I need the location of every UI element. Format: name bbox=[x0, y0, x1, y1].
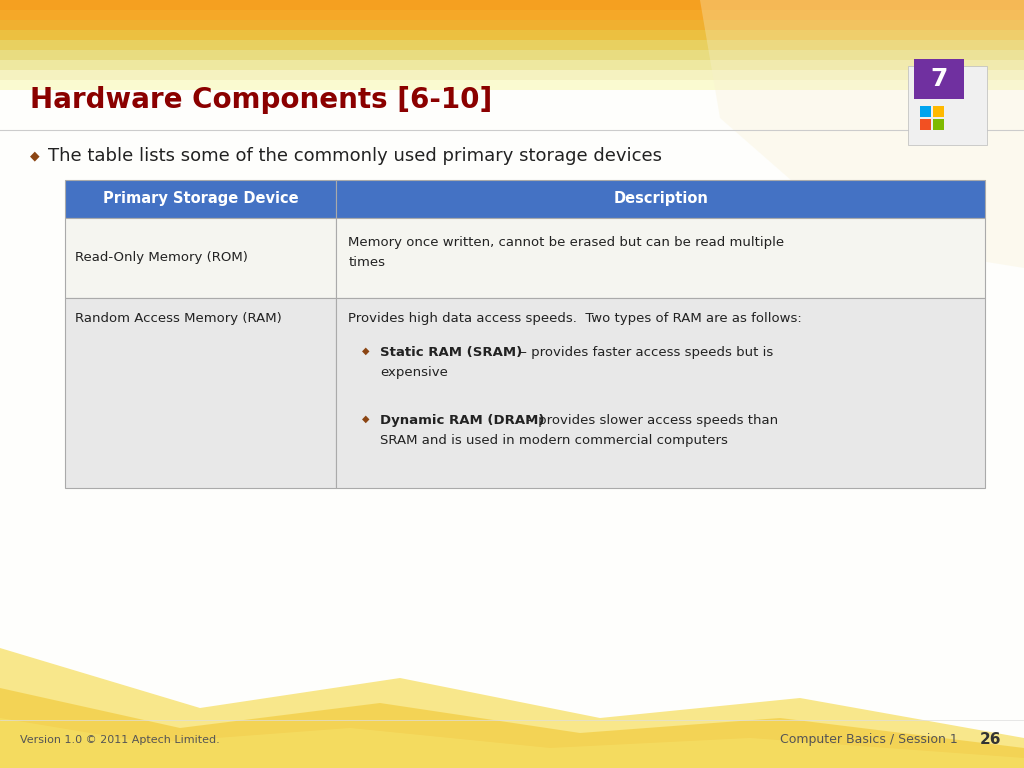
FancyBboxPatch shape bbox=[0, 0, 1024, 10]
Text: Memory once written, cannot be erased but can be read multiple: Memory once written, cannot be erased bu… bbox=[348, 236, 784, 249]
FancyBboxPatch shape bbox=[0, 80, 1024, 90]
Polygon shape bbox=[700, 0, 1024, 268]
FancyBboxPatch shape bbox=[337, 180, 985, 218]
Text: The table lists some of the commonly used primary storage devices: The table lists some of the commonly use… bbox=[48, 147, 662, 165]
Text: Description: Description bbox=[613, 191, 709, 207]
Text: – provides slower access speeds than: – provides slower access speeds than bbox=[523, 414, 778, 427]
FancyBboxPatch shape bbox=[0, 90, 1024, 100]
Text: 7: 7 bbox=[931, 67, 947, 91]
Text: ◆: ◆ bbox=[362, 414, 370, 424]
FancyBboxPatch shape bbox=[920, 106, 931, 117]
Text: SRAM and is used in modern commercial computers: SRAM and is used in modern commercial co… bbox=[380, 434, 728, 447]
Text: Static RAM (SRAM): Static RAM (SRAM) bbox=[380, 346, 522, 359]
Text: Provides high data access speeds.  Two types of RAM are as follows:: Provides high data access speeds. Two ty… bbox=[348, 312, 802, 325]
Text: Hardware Components [6-10]: Hardware Components [6-10] bbox=[30, 86, 493, 114]
Polygon shape bbox=[0, 688, 1024, 768]
Polygon shape bbox=[0, 718, 1024, 768]
FancyBboxPatch shape bbox=[908, 66, 987, 145]
FancyBboxPatch shape bbox=[0, 50, 1024, 60]
FancyBboxPatch shape bbox=[0, 30, 1024, 40]
Text: ◆: ◆ bbox=[362, 346, 370, 356]
Text: – provides faster access speeds but is: – provides faster access speeds but is bbox=[516, 346, 774, 359]
FancyBboxPatch shape bbox=[0, 60, 1024, 70]
Polygon shape bbox=[0, 648, 1024, 768]
Text: ◆: ◆ bbox=[30, 150, 40, 163]
FancyBboxPatch shape bbox=[0, 10, 1024, 20]
Text: Read-Only Memory (ROM): Read-Only Memory (ROM) bbox=[75, 251, 248, 264]
FancyBboxPatch shape bbox=[0, 20, 1024, 30]
FancyBboxPatch shape bbox=[933, 106, 944, 117]
FancyBboxPatch shape bbox=[65, 298, 337, 488]
Text: Primary Storage Device: Primary Storage Device bbox=[102, 191, 299, 207]
FancyBboxPatch shape bbox=[65, 218, 337, 298]
FancyBboxPatch shape bbox=[337, 218, 985, 298]
FancyBboxPatch shape bbox=[914, 59, 964, 99]
Text: 26: 26 bbox=[980, 733, 1001, 747]
FancyBboxPatch shape bbox=[920, 119, 931, 130]
Text: Random Access Memory (RAM): Random Access Memory (RAM) bbox=[75, 312, 282, 325]
Text: Computer Basics / Session 1: Computer Basics / Session 1 bbox=[780, 733, 957, 746]
Text: times: times bbox=[348, 256, 385, 269]
Text: Version 1.0 © 2011 Aptech Limited.: Version 1.0 © 2011 Aptech Limited. bbox=[20, 735, 220, 745]
FancyBboxPatch shape bbox=[933, 119, 944, 130]
Text: expensive: expensive bbox=[380, 366, 449, 379]
Text: Dynamic RAM (DRAM): Dynamic RAM (DRAM) bbox=[380, 414, 545, 427]
FancyBboxPatch shape bbox=[0, 70, 1024, 80]
FancyBboxPatch shape bbox=[337, 298, 985, 488]
FancyBboxPatch shape bbox=[0, 40, 1024, 50]
FancyBboxPatch shape bbox=[65, 180, 337, 218]
